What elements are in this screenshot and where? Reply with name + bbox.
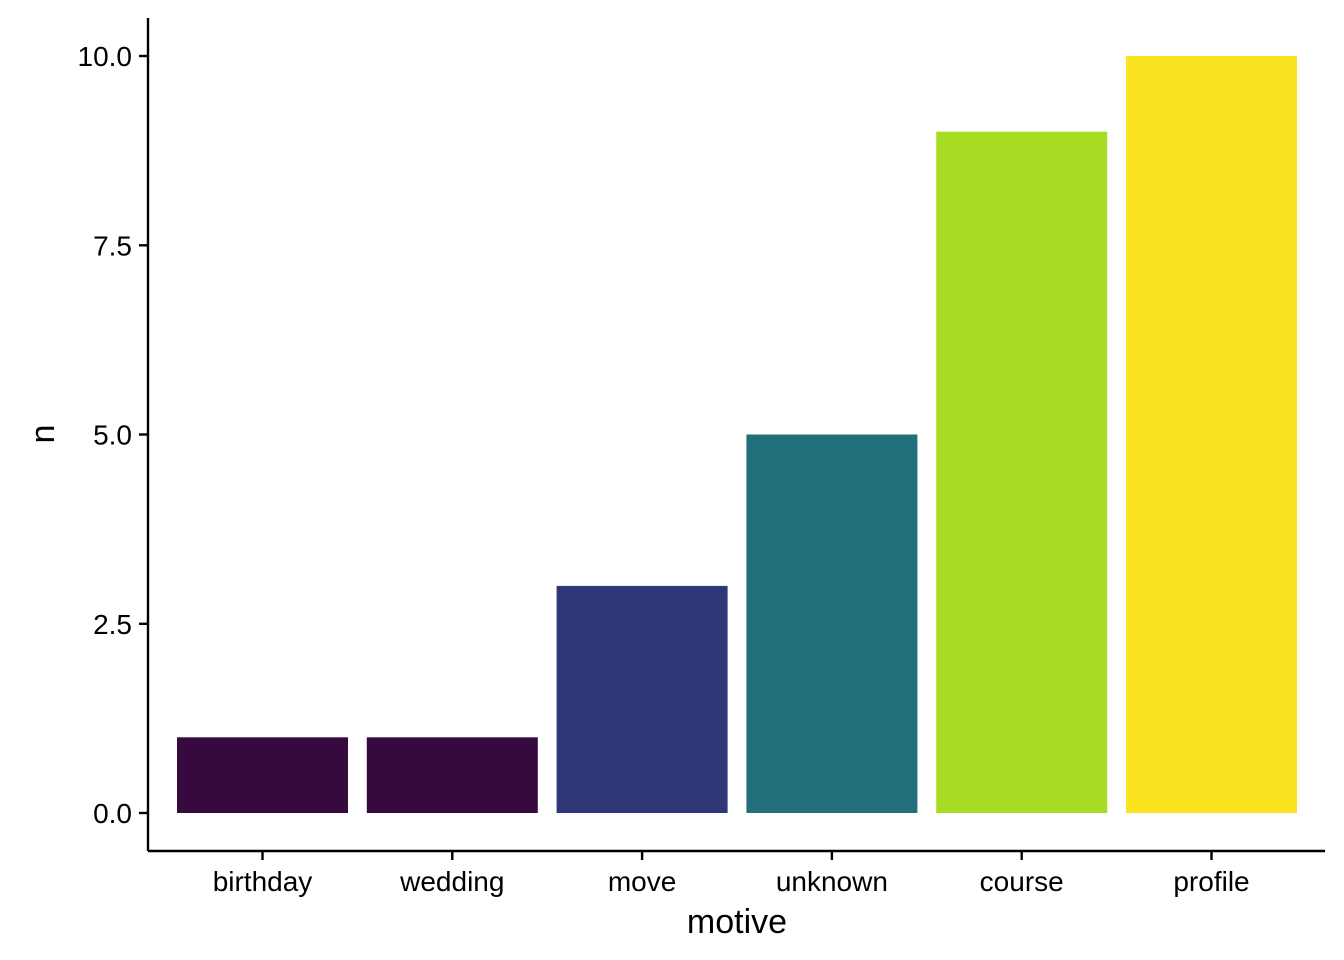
bar-move bbox=[556, 585, 728, 813]
x-tick-label-birthday: birthday bbox=[213, 866, 313, 897]
x-axis-title: motive bbox=[687, 903, 787, 941]
y-axis-title: n bbox=[24, 425, 62, 444]
y-tick-label: 7.5 bbox=[93, 230, 132, 261]
x-tick-label-move: move bbox=[608, 866, 676, 897]
bar-profile bbox=[1126, 56, 1297, 813]
bar-birthday bbox=[177, 737, 348, 813]
x-tick-label-wedding: wedding bbox=[399, 866, 504, 897]
y-tick-label: 2.5 bbox=[93, 609, 132, 640]
y-tick-label: 5.0 bbox=[93, 420, 132, 451]
bars-group bbox=[177, 56, 1297, 813]
bar-unknown bbox=[746, 434, 918, 813]
bar-wedding bbox=[366, 737, 538, 813]
x-tick-label-profile: profile bbox=[1173, 866, 1249, 897]
y-tick-label: 0.0 bbox=[93, 798, 132, 829]
x-ticks-group: birthday wedding move unknown course profile bbox=[213, 851, 1250, 897]
x-tick-label-course: course bbox=[980, 866, 1064, 897]
y-ticks-group: 0.0 2.5 5.0 7.5 10.0 bbox=[78, 41, 148, 829]
y-tick-label: 10.0 bbox=[78, 41, 133, 72]
bar-course bbox=[936, 131, 1108, 813]
x-tick-label-unknown: unknown bbox=[776, 866, 888, 897]
